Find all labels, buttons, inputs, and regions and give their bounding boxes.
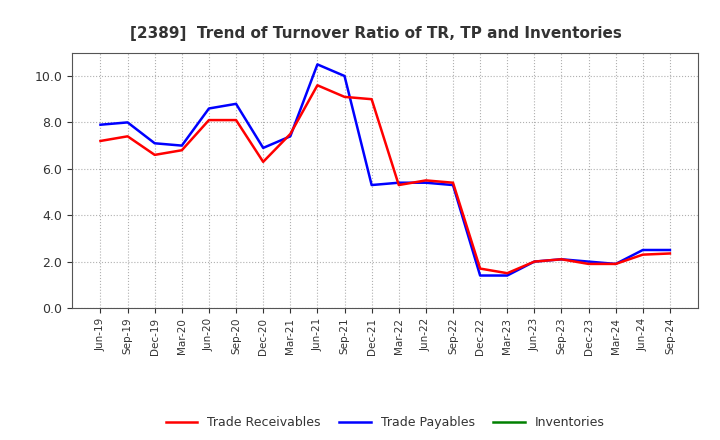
- Trade Receivables: [503, 271, 511, 276]
- Trade Payables: [476, 273, 485, 278]
- Trade Payables: [395, 180, 403, 185]
- Trade Receivables: [150, 152, 159, 158]
- Trade Payables: [584, 259, 593, 264]
- Trade Receivables: [178, 147, 186, 153]
- Text: [2389]  Trend of Turnover Ratio of TR, TP and Inventories: [2389] Trend of Turnover Ratio of TR, TP…: [130, 26, 621, 41]
- Trade Receivables: [557, 257, 566, 262]
- Trade Payables: [286, 134, 294, 139]
- Trade Receivables: [421, 178, 430, 183]
- Trade Payables: [150, 141, 159, 146]
- Trade Receivables: [476, 266, 485, 271]
- Trade Payables: [557, 257, 566, 262]
- Trade Receivables: [530, 259, 539, 264]
- Trade Receivables: [286, 132, 294, 137]
- Trade Receivables: [96, 138, 105, 143]
- Trade Payables: [178, 143, 186, 148]
- Trade Payables: [232, 101, 240, 106]
- Line: Trade Payables: Trade Payables: [101, 64, 670, 275]
- Trade Payables: [665, 247, 674, 253]
- Legend: Trade Receivables, Trade Payables, Inventories: Trade Receivables, Trade Payables, Inven…: [161, 411, 610, 434]
- Trade Payables: [449, 183, 457, 188]
- Line: Trade Receivables: Trade Receivables: [101, 85, 670, 273]
- Trade Payables: [611, 261, 620, 267]
- Trade Receivables: [232, 117, 240, 123]
- Trade Payables: [96, 122, 105, 127]
- Trade Receivables: [449, 180, 457, 185]
- Trade Receivables: [204, 117, 213, 123]
- Trade Payables: [639, 247, 647, 253]
- Trade Receivables: [259, 159, 268, 165]
- Trade Payables: [313, 62, 322, 67]
- Trade Payables: [503, 273, 511, 278]
- Trade Receivables: [665, 251, 674, 256]
- Trade Payables: [341, 73, 349, 79]
- Trade Payables: [530, 259, 539, 264]
- Trade Payables: [421, 180, 430, 185]
- Trade Payables: [204, 106, 213, 111]
- Trade Payables: [259, 145, 268, 150]
- Trade Receivables: [584, 261, 593, 267]
- Trade Payables: [367, 183, 376, 188]
- Trade Receivables: [639, 252, 647, 257]
- Trade Receivables: [611, 261, 620, 267]
- Trade Receivables: [313, 83, 322, 88]
- Trade Receivables: [341, 94, 349, 99]
- Trade Receivables: [367, 96, 376, 102]
- Trade Receivables: [395, 183, 403, 188]
- Trade Payables: [123, 120, 132, 125]
- Trade Receivables: [123, 134, 132, 139]
